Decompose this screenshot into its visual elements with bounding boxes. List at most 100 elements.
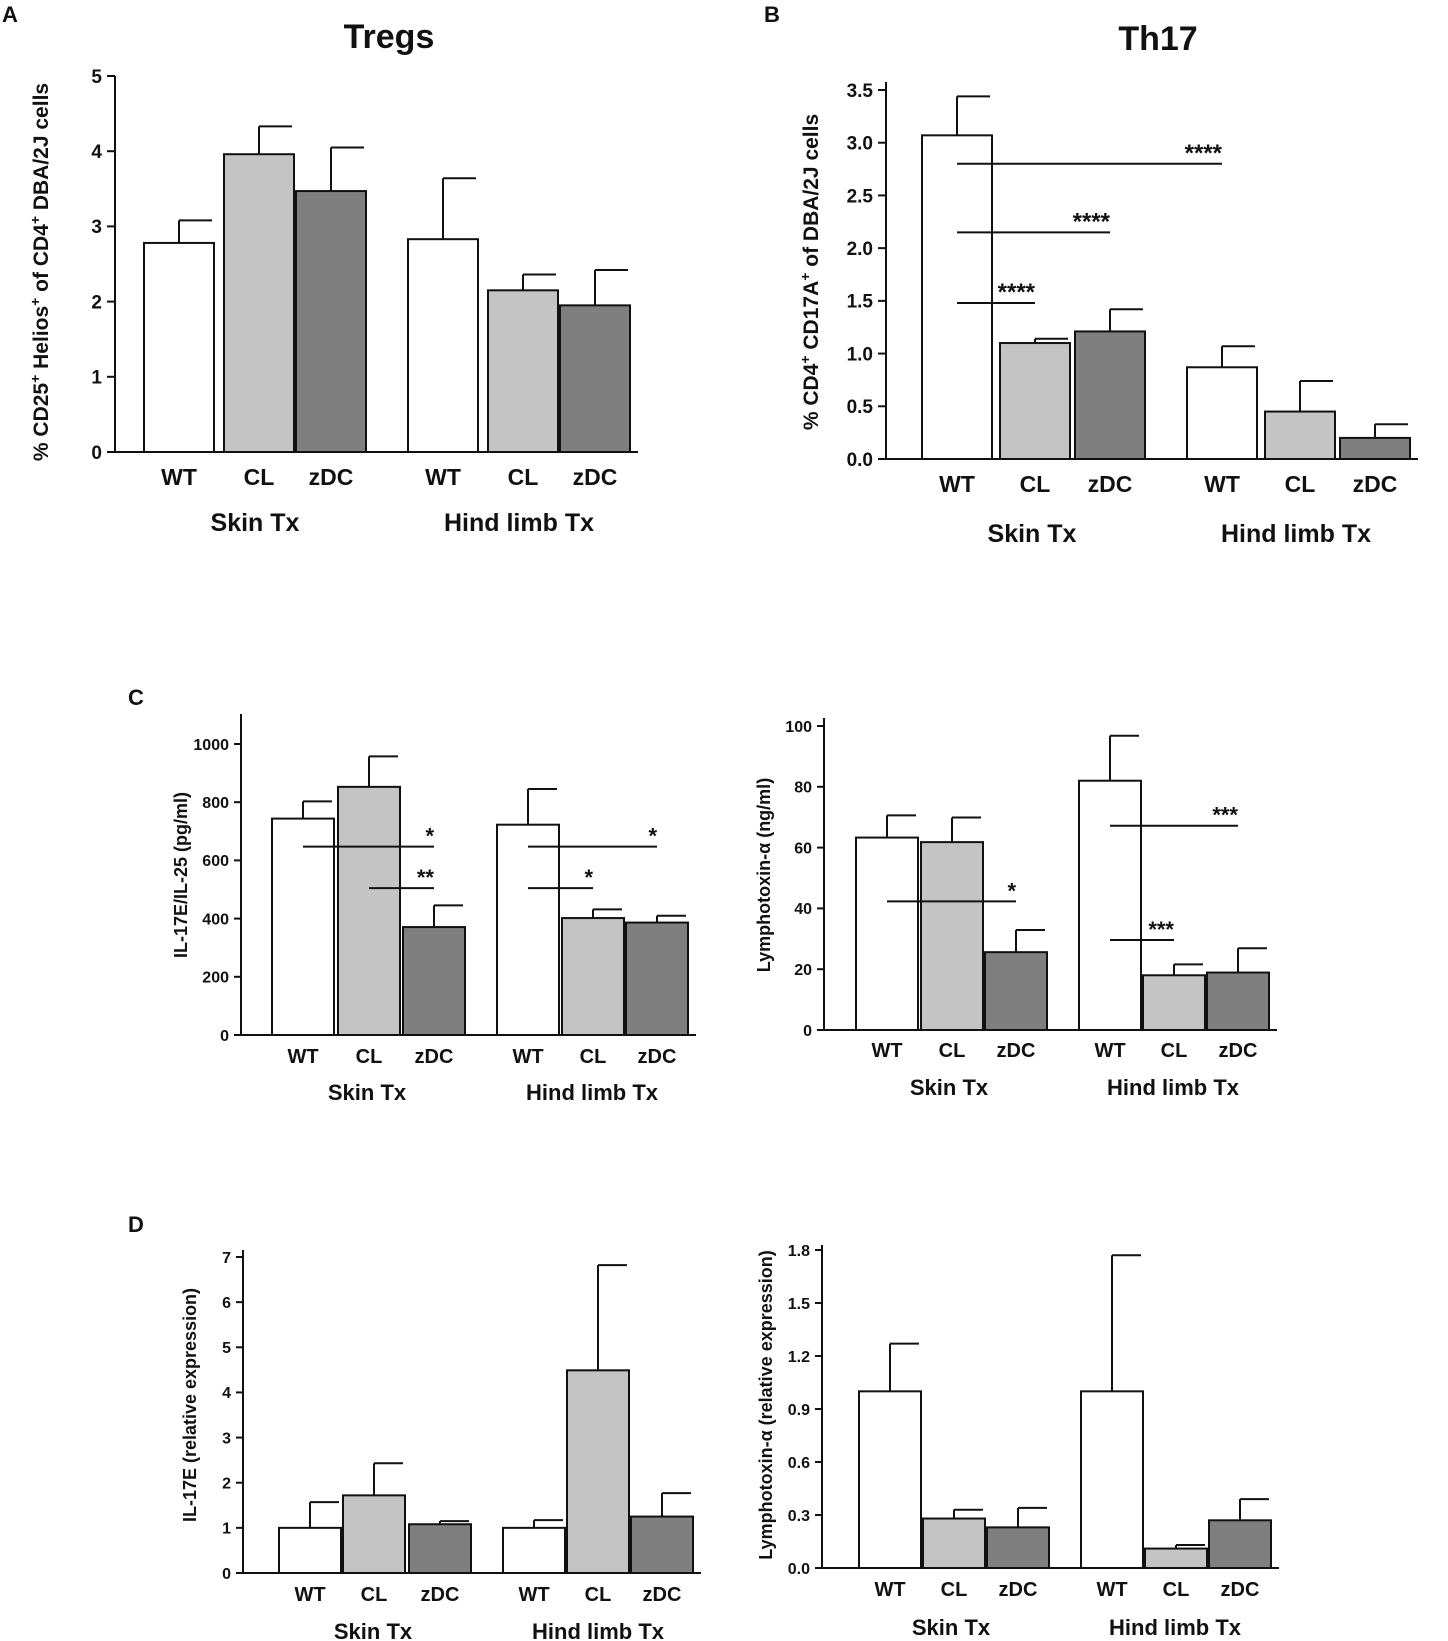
il17e_expr-bar	[566, 1369, 630, 1575]
tregs-x-tick-label: WT	[161, 464, 197, 490]
group-label-skin-tx-th17: Skin Tx	[988, 520, 1077, 548]
lta_protein-y-tick-label: 20	[794, 962, 812, 979]
th17-y-tick-label: 1.0	[847, 344, 873, 365]
il17e_protein-significance-label: *	[425, 824, 434, 849]
il17e_protein-significance-label: *	[648, 824, 657, 849]
il17e_expr-y-tick-label: 7	[222, 1250, 231, 1267]
il17e_expr-bar	[408, 1523, 472, 1575]
panel-letter-a: A	[2, 2, 18, 27]
lta_expr-bar	[858, 1390, 922, 1570]
group-label-skin-tx-lta-protein: Skin Tx	[910, 1075, 989, 1100]
tregs-bar	[559, 304, 631, 453]
panel-letter-d: D	[128, 1212, 144, 1237]
tregs-x-tick-label: CL	[508, 464, 539, 490]
group-label-hind-limb-tx-il17e-expr: Hind limb Tx	[532, 1619, 665, 1641]
il17e_expr-x-tick-label: zDC	[421, 1584, 460, 1606]
il17e_protein-bar	[496, 823, 560, 1036]
il17e_protein-bar	[271, 817, 335, 1036]
group-label-hind-limb-tx-il17e-protein: Hind limb Tx	[526, 1080, 659, 1105]
il17e_protein-significance-label: *	[584, 865, 593, 890]
th17-x-tick-label: zDC	[1088, 471, 1133, 497]
th17-x-tick-label: CL	[1020, 471, 1051, 497]
th17-x-tick-label: zDC	[1353, 471, 1398, 497]
group-label-hind-limb-tx-tregs: Hind limb Tx	[444, 509, 594, 537]
y-axis-label-tregs: % CD25+ Helios+ of CD4+ DBA/2J cells	[27, 83, 53, 461]
lta_protein-x-tick-label: zDC	[1219, 1040, 1258, 1062]
lta_protein-bar	[984, 951, 1048, 1032]
y-axis-label-il17e-expr: IL-17E (relative expression)	[180, 1288, 200, 1522]
tregs-x-tick-label: zDC	[309, 464, 354, 490]
il17e_expr-y-tick-label: 1	[222, 1521, 231, 1538]
il17e_protein-y-tick-label: 600	[202, 853, 229, 870]
il17e_expr-bar	[342, 1494, 406, 1574]
lta_protein-significance-label: ***	[1212, 803, 1238, 828]
th17-y-tick-label: 2.0	[847, 239, 873, 260]
group-label-skin-tx-tregs: Skin Tx	[211, 509, 300, 537]
panel-letter-b: B	[764, 2, 780, 27]
lta_protein-y-tick-label: 80	[794, 780, 812, 797]
lta_expr-x-tick-label: WT	[874, 1579, 905, 1601]
lta_protein-bar	[855, 836, 919, 1031]
il17e_expr-y-tick-label: 5	[222, 1340, 231, 1357]
th17-significance-label: ****	[1185, 140, 1223, 167]
lta_expr-y-tick-label: 0.3	[788, 1508, 810, 1525]
lta_expr-x-tick-label: CL	[1163, 1579, 1190, 1601]
il17e_expr-bar	[502, 1526, 566, 1575]
il17e_expr-y-tick-label: 4	[222, 1385, 231, 1402]
il17e_protein-y-tick-label: 200	[202, 970, 229, 987]
y-axis-label-lta-protein: Lymphotoxin-α (ng/ml)	[754, 778, 774, 972]
lta_expr-x-tick-label: zDC	[1221, 1579, 1260, 1601]
lta_expr-y-tick-label: 1.2	[788, 1349, 810, 1366]
lta_protein-significance-label: *	[1007, 878, 1016, 903]
il17e_protein-y-tick-label: 400	[202, 911, 229, 928]
il17e_expr-x-tick-label: CL	[361, 1584, 388, 1606]
il17e_protein-y-tick-label: 1000	[193, 737, 229, 754]
lta_protein-bar	[920, 841, 984, 1031]
tregs-y-tick-label: 3	[91, 217, 102, 238]
lta_protein-x-tick-label: CL	[1161, 1040, 1188, 1062]
tregs-y-tick-label: 1	[91, 368, 102, 389]
chart-title-th17: Th17	[1118, 20, 1197, 58]
tregs-bar	[407, 238, 479, 453]
tregs-bar	[223, 153, 295, 453]
tregs-x-tick-label: WT	[425, 464, 461, 490]
lta_protein-bar	[1206, 971, 1270, 1032]
th17-y-tick-label: 3.5	[847, 81, 874, 102]
tregs-x-tick-label: zDC	[573, 464, 618, 490]
lta_protein-y-tick-label: 40	[794, 901, 812, 918]
tregs-x-tick-label: CL	[244, 464, 275, 490]
lta_expr-y-tick-label: 0.6	[788, 1455, 810, 1472]
group-label-skin-tx-il17e-protein: Skin Tx	[328, 1080, 407, 1105]
lta_protein-y-tick-label: 0	[803, 1023, 812, 1040]
y-axis-label-lta-expr: Lymphotoxin-α (relative expression)	[756, 1250, 776, 1559]
group-label-hind-limb-tx-lta-protein: Hind limb Tx	[1107, 1075, 1240, 1100]
lta_protein-x-tick-label: WT	[871, 1040, 902, 1062]
il17e_expr-x-tick-label: WT	[518, 1584, 549, 1606]
il17e_protein-x-tick-label: WT	[512, 1046, 543, 1068]
il17e_expr-x-tick-label: WT	[294, 1584, 325, 1606]
panel-letter-c: C	[128, 685, 144, 710]
il17e_protein-x-tick-label: WT	[287, 1046, 318, 1068]
th17-bar	[1074, 330, 1146, 460]
group-label-skin-tx-lta-expr: Skin Tx	[912, 1615, 991, 1640]
lta_expr-bar	[1208, 1519, 1272, 1570]
lta_protein-significance-label: ***	[1148, 917, 1174, 942]
lta_expr-y-tick-label: 1.5	[788, 1296, 810, 1313]
group-label-hind-limb-tx-lta-expr: Hind limb Tx	[1109, 1615, 1242, 1640]
tregs-bar	[295, 190, 367, 453]
group-label-skin-tx-il17e-expr: Skin Tx	[334, 1619, 413, 1641]
il17e_protein-y-tick-label: 800	[202, 795, 229, 812]
th17-bar	[1339, 436, 1411, 460]
lta_expr-y-tick-label: 0.9	[788, 1402, 810, 1419]
tregs-y-tick-label: 0	[91, 443, 102, 464]
lta_expr-bar	[1144, 1547, 1208, 1569]
tregs-y-tick-label: 2	[91, 292, 102, 313]
il17e_expr-bar	[630, 1515, 694, 1574]
th17-x-tick-label: WT	[939, 471, 975, 497]
il17e_protein-x-tick-label: CL	[580, 1046, 607, 1068]
th17-y-tick-label: 1.5	[847, 292, 874, 313]
y-axis-label-il17e-protein: IL-17E/IL-25 (pg/ml)	[171, 792, 191, 958]
il17e_expr-bar	[278, 1526, 342, 1575]
tregs-bar	[143, 241, 215, 453]
lta_protein-x-tick-label: zDC	[997, 1040, 1036, 1062]
